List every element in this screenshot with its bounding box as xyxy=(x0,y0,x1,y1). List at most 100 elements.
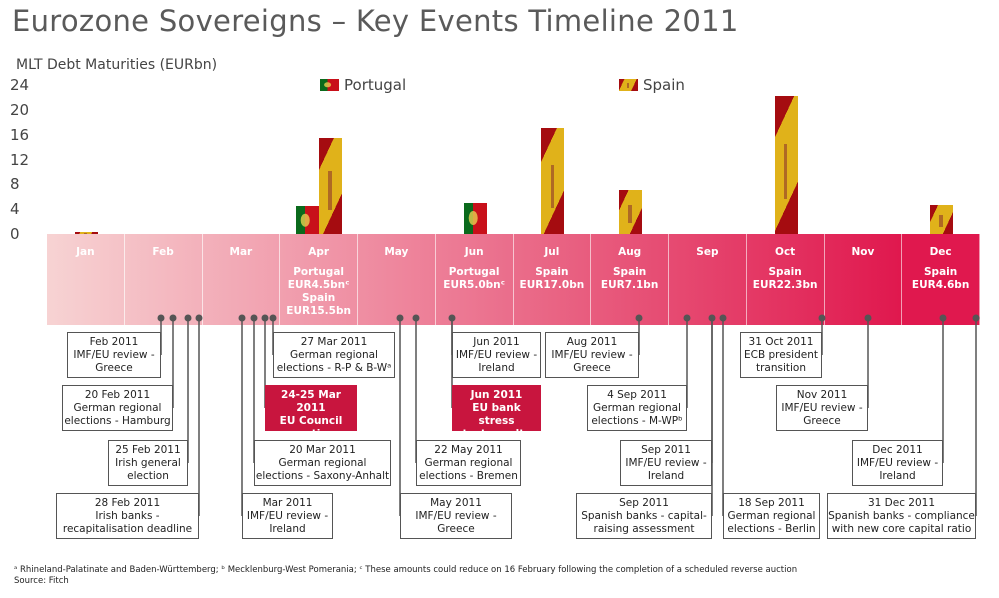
y-tick-label: 4 xyxy=(10,200,20,219)
event-description: German regional xyxy=(290,349,378,361)
event-description: EU Council xyxy=(279,415,343,427)
event-pin xyxy=(683,314,691,322)
event-date: Sep 2011 xyxy=(641,444,691,456)
event-box: Dec 2011 IMF/EU review - Ireland xyxy=(852,440,943,486)
maturity-label: Spain xyxy=(613,266,647,278)
maturity-label: Spain xyxy=(535,266,569,278)
event-pin xyxy=(396,314,404,322)
event-description: Greece xyxy=(437,523,475,535)
event-box: Aug 2011 IMF/EU review - Greece xyxy=(545,332,639,378)
month-jun: Jun Portugal EUR5.0bnᶜ xyxy=(435,234,514,325)
event-box: Nov 2011 IMF/EU review - Greece xyxy=(776,385,868,431)
event-box: 20 Feb 2011 German regional elections - Ha… xyxy=(62,385,173,431)
event-description: IMF/EU review - xyxy=(781,402,863,414)
event-box: Mar 2011 IMF/EU review - Ireland xyxy=(242,493,333,539)
event-box: 28 Feb 2011 Irish banks - recapitalisation… xyxy=(56,493,199,539)
month-label: Aug xyxy=(618,246,642,258)
month-label: Jan xyxy=(76,246,95,258)
bar-spain-jan xyxy=(74,232,98,234)
event-description: German regional xyxy=(278,457,367,469)
event-pin xyxy=(195,314,203,322)
event-description: German regional xyxy=(424,457,513,469)
event-pin xyxy=(169,314,177,322)
event-description: IMF/EU review - xyxy=(455,349,538,361)
event-description: IMF/EU review - xyxy=(415,510,497,522)
month-band: Jan Feb Mar Apr Portugal EUR4.5bnᶜ Spain EUR15.… xyxy=(47,234,980,325)
y-tick-label: 24 xyxy=(10,76,30,94)
event-box: 20 Mar 2011 German regional elections - Sa… xyxy=(254,440,391,486)
event-pin xyxy=(261,314,269,322)
month-may: May xyxy=(358,234,436,325)
event-date: Sep 2011 xyxy=(619,497,669,509)
event-box: Jun 2011 IMF/EU review - Ireland xyxy=(452,332,541,378)
event-pin xyxy=(719,314,727,322)
event-description: recapitalisation deadline xyxy=(62,523,193,535)
event-pin xyxy=(238,314,246,322)
event-date: 22 May 2011 xyxy=(434,444,503,456)
event-description: IMF/EU review - xyxy=(625,457,707,469)
event-description: Greece xyxy=(95,362,133,374)
event-description: IMF/EU review - xyxy=(551,349,633,361)
bar-portugal-apr xyxy=(296,206,320,234)
maturity-label: Spain xyxy=(924,266,958,278)
maturity-label: EUR5.0bnᶜ xyxy=(443,279,505,291)
legend-spain: Spain xyxy=(619,76,685,94)
maturity-label: EUR17.0bn xyxy=(519,279,585,291)
event-pin xyxy=(269,314,277,322)
month-label: Apr xyxy=(308,246,330,258)
legend-label: Spain xyxy=(643,76,685,94)
event-date: 28 Feb 2011 xyxy=(94,497,161,509)
bar-spain-jul xyxy=(541,128,565,234)
event-description: Ireland xyxy=(269,523,306,535)
maturity-label: EUR7.1bn xyxy=(600,279,659,291)
event-pin xyxy=(412,314,420,322)
event-pin xyxy=(635,314,643,322)
event-description: Ireland xyxy=(879,470,916,482)
maturity-label: Spain xyxy=(768,266,802,278)
event-box: 27 Mar 2011 German regional elections - R-… xyxy=(273,332,395,378)
month-label: Jul xyxy=(544,246,560,258)
event-pin xyxy=(818,314,826,322)
event-date: 20 Mar 2011 xyxy=(289,444,356,456)
event-box: Sep 2011 IMF/EU review - Ireland xyxy=(620,440,712,486)
event-box: 24-25 Mar 2011 EU Council meeting xyxy=(265,385,357,440)
event-date: 18 Sep 2011 xyxy=(738,497,805,509)
event-description: elections - Berlin xyxy=(727,523,816,535)
event-date: 31 Oct 2011 xyxy=(748,336,814,348)
event-box: May 2011 IMF/EU review - Greece xyxy=(400,493,512,539)
event-description: ECB president xyxy=(743,349,818,361)
event-description: Greece xyxy=(573,362,611,374)
event-box: 31 Oct 2011 ECB president transition xyxy=(740,332,822,378)
event-description: elections - Hamburg xyxy=(64,415,171,427)
maturity-label: EUR4.5bnᶜ xyxy=(287,279,350,291)
month-jul: Jul Spain EUR17.0bn xyxy=(513,234,592,325)
event-description: meeting xyxy=(286,428,336,440)
event-box: 31 Dec 2011 Spanish banks - compliance wit… xyxy=(827,493,976,539)
footnotes: ᵃ Rhineland-Palatinate and Baden-Württem… xyxy=(14,565,797,587)
month-label: Oct xyxy=(775,246,796,258)
event-description: Greece xyxy=(803,415,841,427)
bar-spain-apr xyxy=(319,137,343,234)
event-box: Feb 2011 IMF/EU review - Greece xyxy=(67,332,161,378)
bar-spain-oct xyxy=(774,95,798,234)
portugal-flag-icon xyxy=(320,79,339,91)
event-description: election xyxy=(127,470,169,482)
event-description: Spanish banks - capital- xyxy=(581,510,707,522)
event-description: Irish banks - xyxy=(95,510,160,522)
event-description: IMF/EU review - xyxy=(246,510,329,522)
month-sep: Sep xyxy=(669,234,747,325)
event-description: transition xyxy=(755,362,807,374)
y-tick-label: 12 xyxy=(10,150,30,169)
month-feb: Feb xyxy=(124,234,203,325)
maturity-label: EUR22.3bn xyxy=(752,279,818,291)
event-date: Jun 2011 xyxy=(473,336,520,348)
maturity-label: Portugal xyxy=(293,266,345,278)
event-date: Jun 2011 xyxy=(470,389,523,401)
y-tick-label: 20 xyxy=(10,100,30,119)
y-tick-label: 8 xyxy=(10,175,20,194)
event-date: Dec 2011 xyxy=(872,444,923,456)
event-box: 4 Sep 2011 German regional elections - M-W… xyxy=(587,385,687,431)
event-description: EU bank stress xyxy=(472,402,521,427)
event-description: IMF/EU review - xyxy=(73,349,155,361)
